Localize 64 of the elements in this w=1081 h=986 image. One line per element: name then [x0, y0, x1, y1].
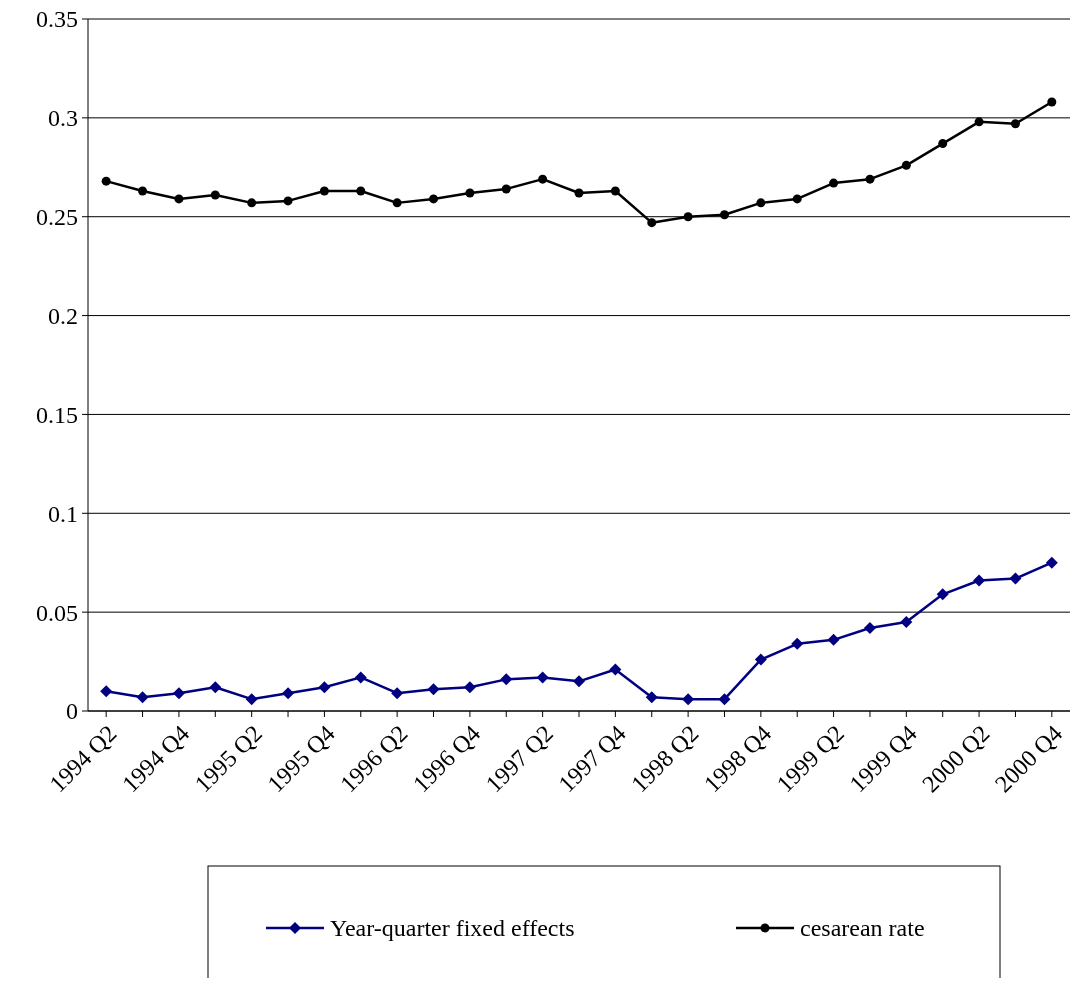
y-tick-label: 0.25 [36, 204, 78, 231]
point [645, 691, 658, 704]
point [100, 685, 113, 698]
point [283, 196, 293, 206]
point [318, 681, 331, 694]
point [683, 212, 693, 222]
point [610, 186, 620, 196]
point [427, 683, 440, 696]
legend-label: cesarean rate [800, 915, 925, 942]
point [573, 675, 585, 688]
point [863, 621, 876, 634]
point [210, 190, 220, 200]
point [465, 188, 475, 198]
point [319, 186, 329, 196]
y-tick-label: 0.3 [48, 105, 78, 132]
point [354, 671, 367, 684]
point [792, 194, 802, 204]
point [1009, 572, 1022, 585]
point [463, 681, 476, 694]
point [718, 693, 731, 706]
y-tick-label: 0.2 [48, 302, 78, 329]
point [974, 117, 984, 127]
point [901, 160, 911, 170]
y-tick-label: 0.35 [36, 6, 78, 33]
point [1010, 119, 1020, 129]
point [938, 139, 948, 149]
point [282, 687, 295, 700]
y-tick-label: 0.1 [48, 500, 78, 527]
point [136, 691, 149, 704]
point [174, 194, 184, 204]
point [754, 653, 767, 666]
point [172, 687, 185, 700]
point [900, 616, 913, 629]
point [101, 176, 111, 186]
point [719, 210, 729, 220]
point [138, 186, 148, 196]
point [973, 574, 986, 587]
point [501, 184, 511, 194]
point [829, 178, 839, 188]
point [936, 588, 949, 601]
y-tick-label: 0 [66, 698, 78, 725]
point [682, 693, 695, 706]
point [791, 637, 804, 650]
point [1045, 556, 1058, 569]
point [536, 671, 549, 684]
point [356, 186, 366, 196]
y-tick-label: 0.05 [36, 599, 78, 626]
point [391, 687, 404, 700]
point [756, 198, 766, 208]
point [574, 188, 584, 198]
point [538, 174, 548, 184]
point [647, 218, 657, 228]
legend-label: Year-quarter fixed effects [330, 915, 575, 942]
point [1047, 97, 1057, 107]
point [865, 174, 875, 184]
point [392, 198, 402, 208]
point [209, 681, 222, 694]
point [827, 633, 840, 646]
point [500, 673, 513, 686]
y-tick-label: 0.15 [36, 401, 78, 428]
point [429, 194, 439, 204]
point [247, 198, 257, 208]
point [609, 663, 622, 676]
point [245, 693, 258, 706]
